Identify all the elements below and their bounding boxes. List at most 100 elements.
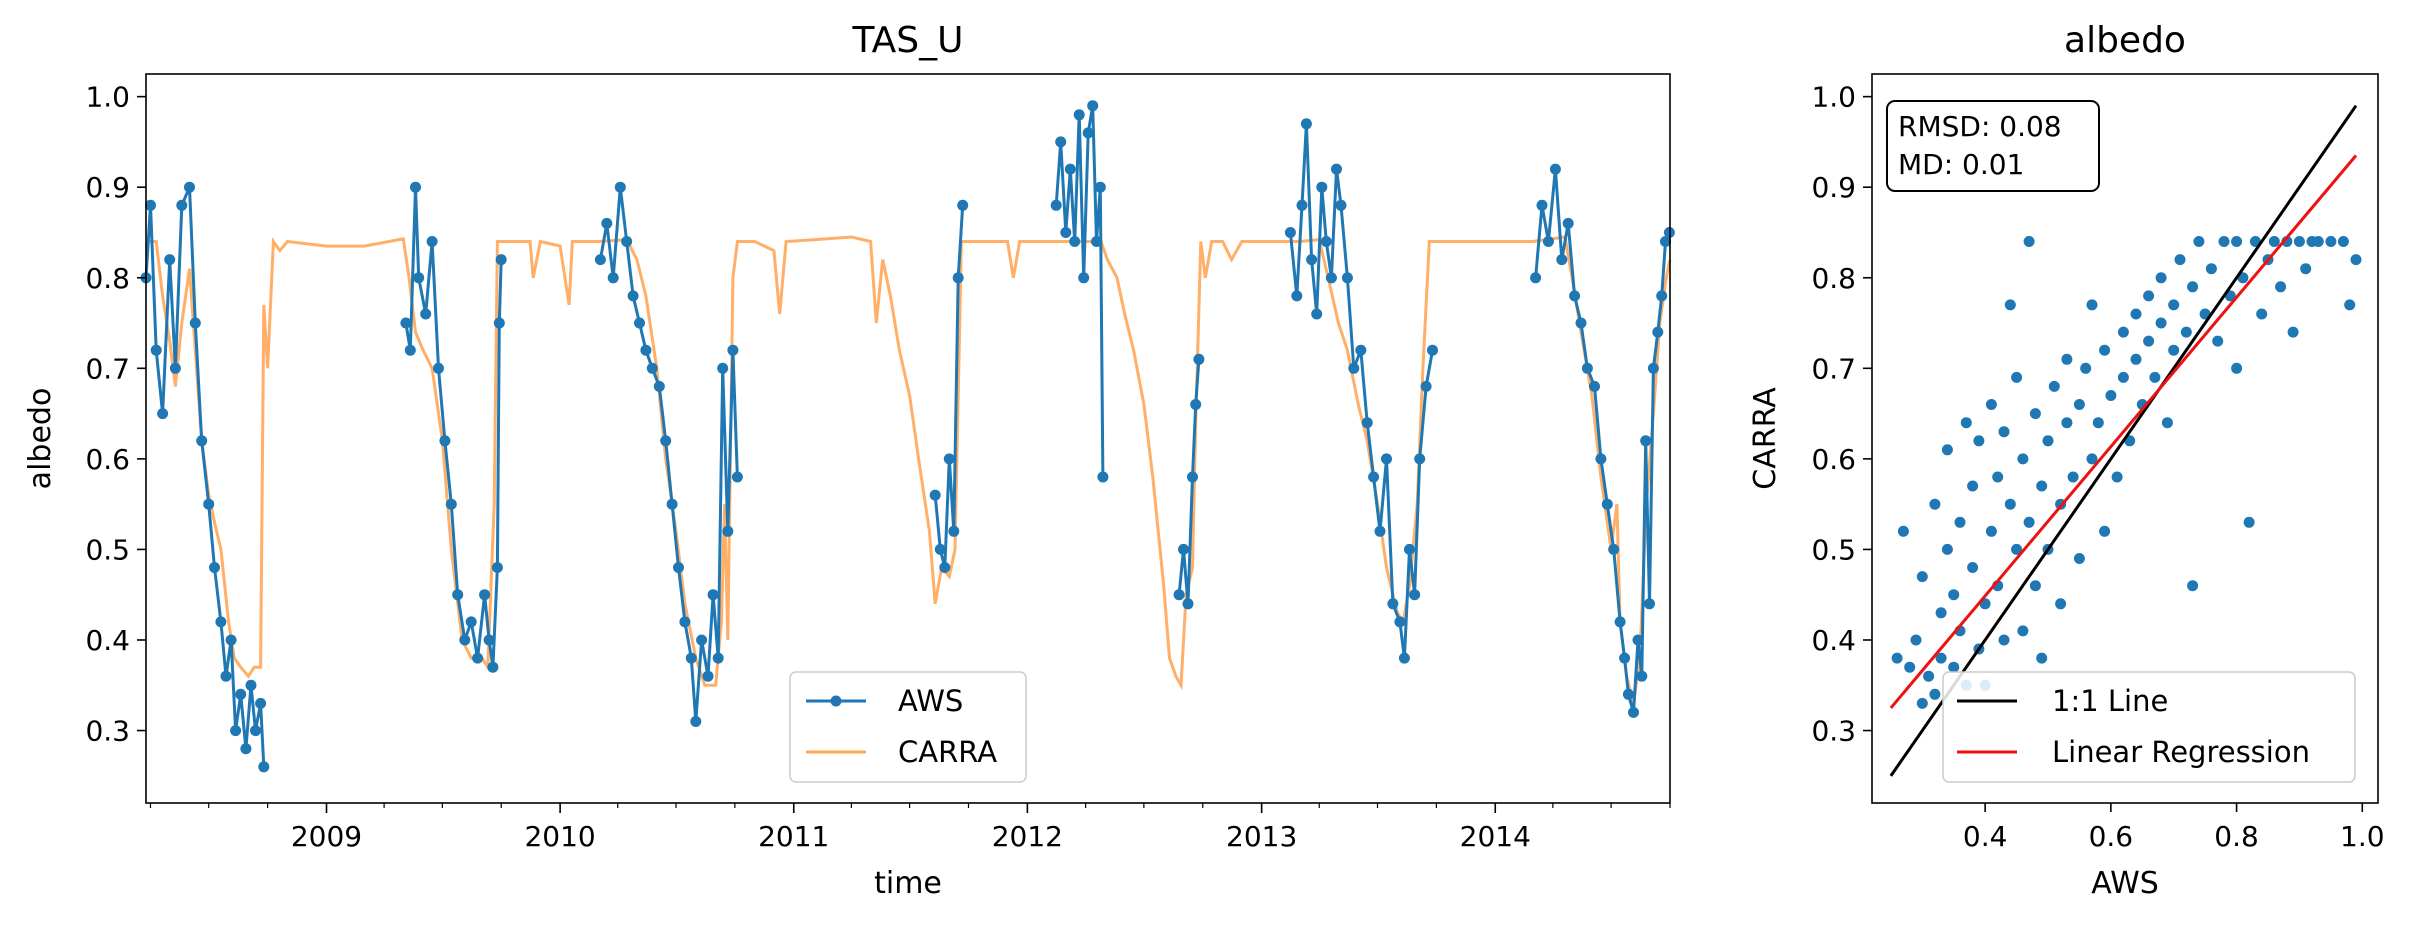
- x-tick-label: 2011: [758, 820, 829, 853]
- scatter-point: [2011, 543, 2023, 555]
- scatter-point: [1960, 417, 1972, 429]
- aws-point: [1632, 634, 1644, 646]
- aws-point: [1087, 100, 1099, 112]
- aws-point: [673, 562, 684, 573]
- aws-point: [1608, 543, 1620, 555]
- aws-point: [1420, 380, 1432, 392]
- one-to-one-line: [1889, 104, 2358, 777]
- scatter-point: [2218, 236, 2230, 247]
- aws-point: [1660, 236, 1671, 247]
- aws-point: [245, 679, 257, 691]
- aws-point: [235, 688, 247, 700]
- aws-point: [707, 589, 719, 601]
- aws-point: [1178, 543, 1189, 555]
- axes-frame: [145, 73, 1671, 804]
- y-tick-label: 1.0: [85, 81, 130, 114]
- aws-point: [1652, 326, 1664, 338]
- y-tick-label: 0.8: [85, 262, 130, 295]
- y-tick-label: 0.9: [1811, 171, 1856, 204]
- aws-point: [1414, 453, 1426, 465]
- scatter-point: [1910, 634, 1922, 646]
- aws-point: [1335, 199, 1347, 211]
- x-tick-label: 1.0: [2340, 820, 2385, 853]
- y-tick-label: 0.5: [1811, 533, 1856, 566]
- axes-frame: [1871, 73, 2379, 804]
- aws-point: [1619, 652, 1631, 664]
- aws-point: [646, 362, 658, 374]
- aws-point: [1601, 498, 1613, 510]
- aws-point: [150, 344, 162, 356]
- scatter-point: [2023, 236, 2035, 247]
- aws-point: [666, 498, 678, 510]
- scatter-point: [1948, 661, 1960, 673]
- aws-point: [1614, 616, 1626, 628]
- scatter-point: [1929, 688, 1941, 700]
- scatter-point: [2325, 236, 2337, 247]
- aws-point: [1291, 290, 1303, 302]
- aws-point: [1355, 344, 1367, 356]
- x-tick-label: 2012: [992, 820, 1063, 853]
- aws-point: [690, 716, 702, 727]
- scatter-point: [1967, 562, 1979, 573]
- aws-point: [225, 634, 237, 646]
- scatter-point: [2011, 371, 2023, 383]
- aws-point: [189, 317, 201, 329]
- scatter-point: [1904, 661, 1916, 673]
- aws-series-line: [1054, 105, 1105, 478]
- scatter-point: [2099, 525, 2111, 537]
- aws-point: [255, 697, 267, 709]
- aws-point: [169, 362, 181, 374]
- scatter-point: [1948, 589, 1960, 601]
- aws-point: [404, 344, 416, 356]
- aws-series-line: [598, 187, 739, 722]
- scatter-point: [1935, 607, 1947, 619]
- legend-aws-label: AWS: [898, 684, 963, 718]
- scatter-point: [1897, 525, 1909, 537]
- aws-point: [1656, 290, 1668, 302]
- aws-point: [1536, 199, 1548, 211]
- scatter-point: [2023, 516, 2035, 528]
- aws-series-line: [1288, 123, 1434, 659]
- aws-point: [1173, 589, 1185, 601]
- scatter-point: [2073, 399, 2085, 410]
- scatter-point: [2155, 272, 2167, 284]
- scatter-point: [2086, 453, 2098, 465]
- aws-point: [1589, 380, 1600, 392]
- scatter-point: [2161, 417, 2173, 429]
- scatter-point: [2168, 344, 2180, 356]
- aws-point: [1644, 598, 1655, 610]
- x-tick-label: 0.4: [1963, 820, 2008, 853]
- aws-point: [640, 344, 652, 356]
- aws-point: [1427, 344, 1438, 356]
- scatter-point: [2080, 362, 2092, 374]
- aws-point: [952, 272, 964, 284]
- scatter-point: [2017, 453, 2029, 465]
- aws-point: [1064, 163, 1076, 175]
- scatter-point: [1973, 435, 1985, 447]
- aws-point: [1549, 163, 1561, 175]
- aws-point: [621, 236, 633, 247]
- aws-point: [1091, 236, 1102, 247]
- aws-point: [203, 498, 215, 510]
- legend-box: [1942, 671, 2356, 783]
- aws-point: [479, 589, 491, 601]
- aws-point: [601, 217, 613, 229]
- aws-point: [957, 199, 969, 211]
- aws-point: [1190, 399, 1202, 410]
- aws-point: [184, 181, 195, 193]
- legend-one-to-one-label: 1:1 Line: [2052, 684, 2168, 718]
- aws-point: [472, 652, 484, 664]
- aws-point: [426, 236, 438, 247]
- scatter-point: [1992, 471, 2004, 483]
- scatter-point: [2174, 254, 2186, 266]
- scatter-point: [2256, 308, 2268, 320]
- scatter-point: [2061, 417, 2073, 429]
- scatter-point: [1954, 516, 1966, 528]
- aws-point: [1404, 543, 1415, 555]
- aws-point: [943, 453, 955, 465]
- y-axis-label: albedo: [23, 388, 58, 490]
- aws-point: [483, 634, 495, 646]
- aws-point: [1530, 272, 1542, 284]
- scatter-point: [2004, 299, 2016, 311]
